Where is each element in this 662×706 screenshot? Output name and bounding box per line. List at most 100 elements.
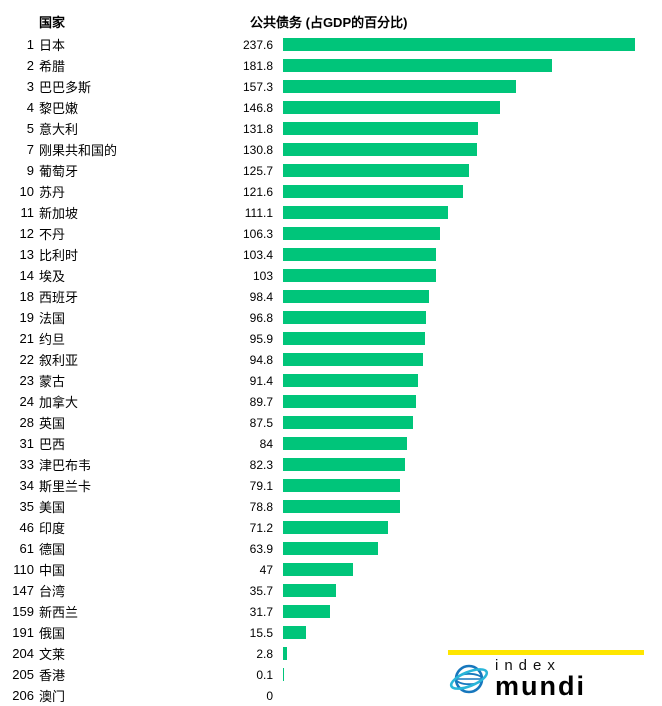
indexmundi-logo: index mundi	[448, 650, 644, 700]
row-rank: 110	[13, 562, 34, 577]
row-country: 西班牙	[39, 290, 79, 305]
table-row: 4 黎巴嫩 146.8	[8, 97, 662, 118]
row-rank: 18	[19, 289, 34, 304]
row-bar	[283, 521, 389, 534]
row-bar	[283, 584, 336, 597]
row-bar	[283, 164, 470, 177]
row-value: 94.8	[249, 352, 273, 367]
row-value: 103	[252, 268, 273, 283]
row-value: 47	[259, 562, 273, 577]
row-value: 181.8	[242, 58, 273, 73]
table-row: 10 苏丹 121.6	[8, 181, 662, 202]
table-row: 19 法国 96.8	[8, 307, 662, 328]
row-country: 文莱	[39, 647, 66, 662]
row-country: 叙利亚	[39, 353, 79, 368]
row-value: 237.6	[242, 37, 273, 52]
table-row: 204 文莱 2.8	[8, 643, 662, 664]
row-rank: 28	[19, 415, 34, 430]
row-rank: 4	[26, 100, 34, 115]
row-rank: 34	[19, 478, 34, 493]
row-country: 埃及	[39, 269, 66, 284]
logo-text: index mundi	[495, 658, 586, 700]
row-bar	[283, 143, 477, 156]
row-country: 日本	[39, 38, 66, 53]
row-bar	[283, 647, 288, 660]
row-rank: 206	[12, 688, 34, 703]
row-country: 法国	[39, 311, 66, 326]
row-country: 印度	[39, 521, 66, 536]
logo-body: index mundi	[448, 658, 644, 700]
row-country: 美国	[39, 500, 66, 515]
table-row: 24 加拿大 89.7	[8, 391, 662, 412]
table-row: 31 巴西 84	[8, 433, 662, 454]
row-rank: 10	[19, 184, 34, 199]
row-bar	[283, 605, 330, 618]
row-country: 新加坡	[39, 206, 79, 221]
row-country: 巴巴多斯	[39, 80, 92, 95]
table-row: 110 中国 47	[8, 559, 662, 580]
row-bar	[283, 458, 405, 471]
row-value: 130.8	[242, 142, 273, 157]
row-country: 黎巴嫩	[39, 101, 79, 116]
table-row: 18 西班牙 98.4	[8, 286, 662, 307]
row-bar	[283, 563, 353, 576]
row-rank: 1	[26, 37, 34, 52]
table-row: 13 比利时 103.4	[8, 244, 662, 265]
row-rank: 24	[19, 394, 34, 409]
row-value: 131.8	[242, 121, 273, 136]
row-bar	[283, 626, 306, 639]
row-country: 新西兰	[39, 605, 79, 620]
row-value: 146.8	[242, 100, 273, 115]
row-rank: 12	[19, 226, 34, 241]
row-country: 巴西	[39, 437, 66, 452]
row-rank: 35	[19, 499, 34, 514]
row-rank: 205	[12, 667, 34, 682]
table-row: 5 意大利 131.8	[8, 118, 662, 139]
row-bar	[283, 80, 517, 93]
row-country: 约旦	[39, 332, 66, 347]
row-country: 俄国	[39, 626, 66, 641]
row-bar	[283, 500, 400, 513]
row-value: 96.8	[249, 310, 273, 325]
row-bar	[283, 122, 479, 135]
table-row: 46 印度 71.2	[8, 517, 662, 538]
row-country: 蒙古	[39, 374, 66, 389]
row-value: 89.7	[249, 394, 273, 409]
table-row: 159 新西兰 31.7	[8, 601, 662, 622]
row-bar	[283, 542, 378, 555]
row-rank: 21	[19, 331, 34, 346]
row-rank: 23	[19, 373, 34, 388]
table-row: 35 美国 78.8	[8, 496, 662, 517]
table-row: 22 叙利亚 94.8	[8, 349, 662, 370]
row-rank: 204	[12, 646, 34, 661]
row-value: 84	[259, 436, 273, 451]
table-row: 205 香港 0.1	[8, 664, 662, 685]
row-country: 比利时	[39, 248, 79, 263]
row-rank: 14	[19, 268, 34, 283]
row-rank: 9	[26, 163, 34, 178]
row-value: 98.4	[249, 289, 273, 304]
table-row: 21 约旦 95.9	[8, 328, 662, 349]
row-country: 津巴布韦	[39, 458, 92, 473]
row-value: 121.6	[242, 184, 273, 199]
table-row: 3 巴巴多斯 157.3	[8, 76, 662, 97]
row-value: 63.9	[249, 541, 273, 556]
table-row: 14 埃及 103	[8, 265, 662, 286]
table-row: 206 澳门 0	[8, 685, 662, 706]
row-rank: 61	[19, 541, 34, 556]
globe-icon	[449, 664, 489, 694]
row-value: 79.1	[249, 478, 273, 493]
row-value: 35.7	[249, 583, 273, 598]
row-value: 87.5	[249, 415, 273, 430]
row-rank: 3	[26, 79, 34, 94]
row-country: 德国	[39, 542, 66, 557]
row-rank: 2	[26, 58, 34, 73]
row-bar	[283, 101, 501, 114]
row-value: 106.3	[242, 226, 273, 241]
row-country: 台湾	[39, 584, 66, 599]
table-row: 12 不丹 106.3	[8, 223, 662, 244]
row-value: 15.5	[249, 625, 273, 640]
row-bar	[283, 206, 448, 219]
row-country: 刚果共和国的	[39, 143, 118, 158]
